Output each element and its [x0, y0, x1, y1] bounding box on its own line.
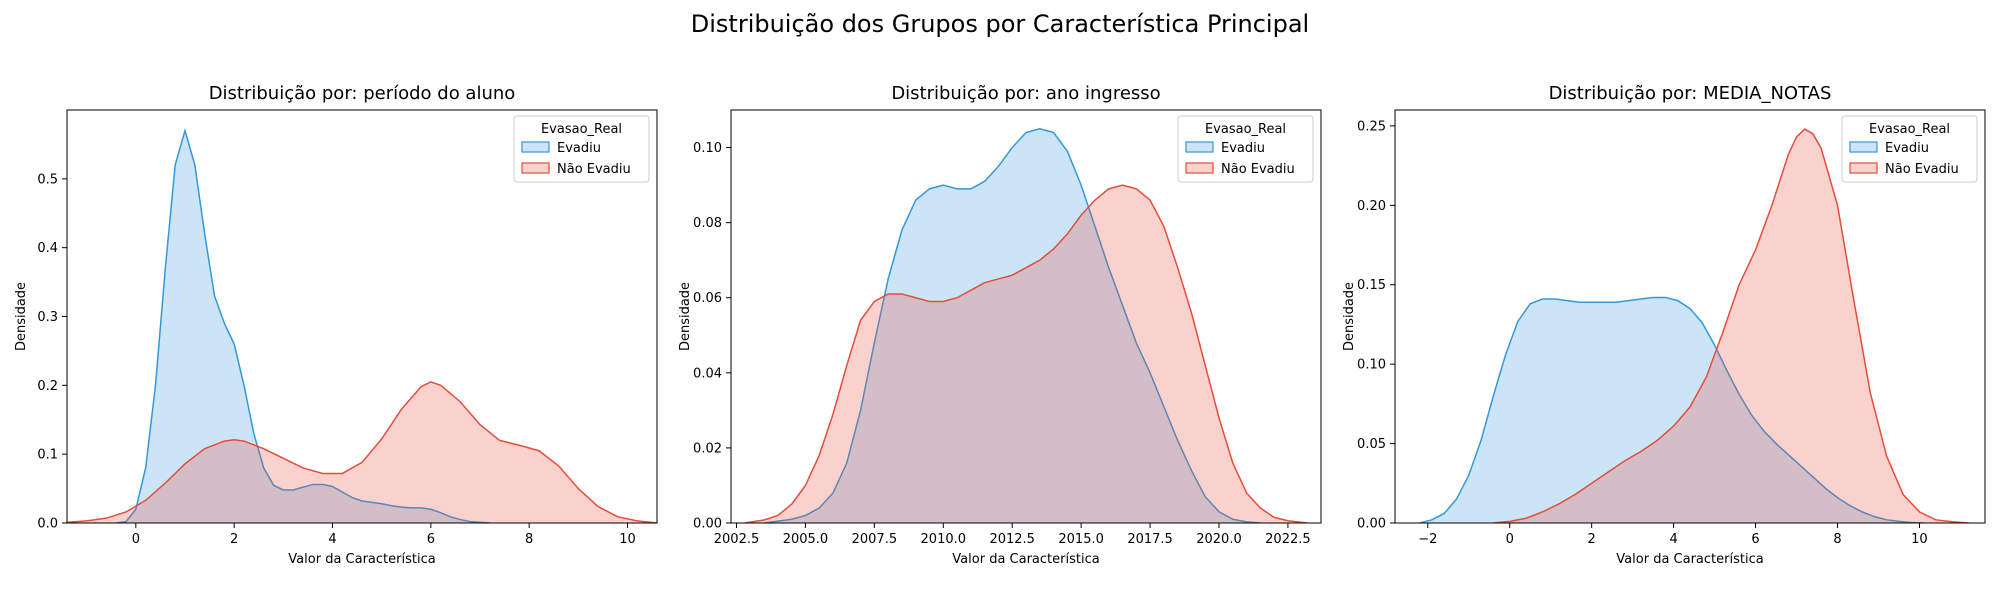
x-tick-label: 0: [1506, 532, 1514, 547]
density-fill-nao-evadiu: [1493, 129, 1969, 523]
panel-title: Distribuição por: período do aluno: [209, 83, 516, 104]
density-line-evadiu: [1419, 296, 1924, 523]
x-tick-label: 4: [328, 532, 336, 547]
density-fill-evadiu: [116, 130, 490, 523]
legend-box: [1841, 115, 1978, 183]
x-tick-label: 6: [427, 532, 435, 547]
x-tick-label: 2007.5: [852, 532, 898, 547]
y-tick-label: 0.2: [37, 379, 58, 394]
panel-1: 0 2 4 6 8 10 0.0 0.1 0.2 0.3 0.4 0.5 Distribuição po…: [14, 83, 658, 567]
x-axis-label: Valor da Característica: [1616, 552, 1763, 567]
plot-area: [744, 127, 1308, 523]
legend-label-evadiu: Evadiu: [1221, 141, 1265, 156]
legend: Evasao_Real Evadiu Não Evadiu: [1841, 115, 1978, 183]
y-tick-label: 0.3: [37, 310, 58, 325]
panel-title: Distribuição por: MEDIA_NOTAS: [1549, 83, 1832, 104]
legend-label-evadiu: Evadiu: [557, 141, 601, 156]
x-tick-label: 2022.5: [1265, 532, 1311, 547]
density-fill-evadiu: [764, 128, 1261, 523]
density-line-evadiu: [116, 127, 490, 523]
y-tick-label: 0.20: [1357, 199, 1386, 214]
density-line-nao-evadiu: [744, 184, 1308, 523]
x-tick-label: 2002.5: [714, 532, 760, 547]
x-tick-label: 2: [1588, 532, 1596, 547]
legend-swatch-evadiu: [1185, 141, 1214, 153]
axes-frame: [1394, 109, 1986, 524]
x-tick-label: 10: [619, 532, 636, 547]
y-tick-label: 0.15: [1357, 278, 1386, 293]
x-tick-label: 2012.5: [989, 532, 1035, 547]
legend-title: Evasao_Real: [1869, 122, 1950, 137]
legend-title: Evasao_Real: [541, 122, 622, 137]
y-axis-label: Densidade: [1342, 282, 1357, 351]
x-axis-label: Valor da Característica: [952, 552, 1099, 567]
density-line-nao-evadiu: [1493, 128, 1969, 523]
x-tick-label: 0: [132, 532, 140, 547]
x-tick-label: 4: [1669, 532, 1677, 547]
y-tick-label: 0.02: [693, 441, 722, 456]
legend-box: [513, 115, 650, 183]
y-tick-label: 0.1: [37, 448, 58, 463]
legend-swatch-nao-evadiu: [1849, 162, 1878, 174]
y-tick-label: 0.5: [37, 172, 58, 187]
panel-title: Distribuição por: ano ingresso: [891, 83, 1160, 104]
x-tick-label: −2: [1418, 532, 1437, 547]
x-tick-label: 2015.0: [1058, 532, 1104, 547]
x-tick-label: 8: [1833, 532, 1841, 547]
legend-label-nao-evadiu: Não Evadiu: [557, 162, 631, 177]
legend-box: [1177, 115, 1314, 183]
x-tick-label: 6: [1751, 532, 1759, 547]
legend-swatch-evadiu: [1849, 141, 1878, 153]
y-tick-label: 0.05: [1357, 437, 1386, 452]
density-line-evadiu: [763, 127, 1261, 523]
density-fill-nao-evadiu: [744, 185, 1308, 523]
figure-suptitle: Distribuição dos Grupos por Característi…: [691, 10, 1309, 38]
y-tick-label: 0.08: [693, 216, 722, 231]
y-tick-label: 0.25: [1357, 119, 1386, 134]
y-tick-label: 0.4: [37, 241, 58, 256]
legend: Evasao_Real Evadiu Não Evadiu: [1177, 115, 1314, 183]
legend-swatch-evadiu: [521, 141, 550, 153]
plot-area: [1419, 128, 1969, 523]
x-tick-label: 2005.0: [783, 532, 829, 547]
x-tick-label: 10: [1911, 532, 1928, 547]
panel-3: −2 0 2 4 6 8 10 0.00 0.05 0.10 0.15 0.20 0.25 Distrib…: [1342, 83, 1986, 567]
y-tick-label: 0.04: [693, 366, 722, 381]
legend-title: Evasao_Real: [1205, 122, 1286, 137]
legend-label-nao-evadiu: Não Evadiu: [1221, 162, 1295, 177]
legend-label-evadiu: Evadiu: [1885, 141, 1929, 156]
density-fill-nao-evadiu: [67, 381, 657, 523]
x-tick-label: 2: [230, 532, 238, 547]
y-axis-label: Densidade: [14, 282, 29, 351]
y-tick-label: 0.10: [1357, 358, 1386, 373]
density-line-nao-evadiu: [67, 381, 657, 523]
y-tick-label: 0.06: [693, 291, 722, 306]
y-tick-label: 0.00: [693, 517, 722, 532]
legend-swatch-nao-evadiu: [521, 162, 550, 174]
y-tick-label: 0.10: [693, 141, 722, 156]
y-axis-label: Densidade: [678, 282, 693, 351]
panel-2: 2002.5 2005.0 2007.5 2010.0 2012.5 2015.0 2017…: [678, 83, 1322, 567]
x-tick-label: 2017.5: [1127, 532, 1173, 547]
x-axis-label: Valor da Característica: [288, 552, 435, 567]
y-tick-label: 0.0: [37, 517, 58, 532]
plot-area: [67, 127, 657, 523]
x-tick-label: 2010.0: [921, 532, 967, 547]
legend: Evasao_Real Evadiu Não Evadiu: [513, 115, 650, 183]
y-tick-label: 0.00: [1357, 517, 1386, 532]
axes-frame: [730, 109, 1322, 524]
legend-label-nao-evadiu: Não Evadiu: [1885, 162, 1959, 177]
density-fill-evadiu: [1419, 297, 1924, 523]
x-tick-label: 2020.0: [1196, 532, 1242, 547]
legend-swatch-nao-evadiu: [1185, 162, 1214, 174]
x-tick-label: 8: [525, 532, 533, 547]
